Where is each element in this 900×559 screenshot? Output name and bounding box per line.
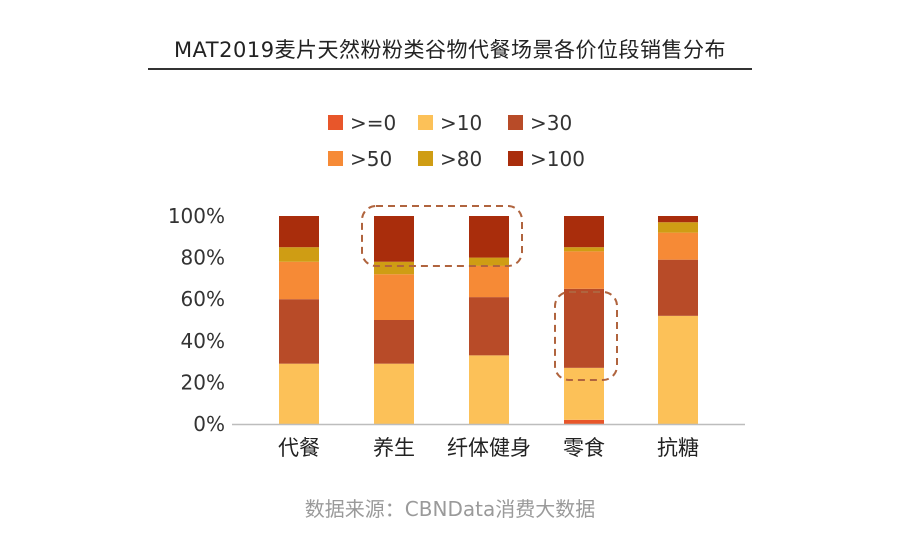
bars	[279, 216, 698, 424]
bar-segment	[658, 259, 698, 316]
bar-segment	[469, 265, 509, 298]
y-tick-label: 60%	[181, 287, 225, 311]
bar-segment	[374, 274, 414, 320]
y-tick-label: 0%	[193, 412, 225, 436]
legend: >=0 >10 >30 >50 >80 >100	[328, 111, 585, 171]
bar-segment	[658, 315, 698, 424]
bar-segment	[374, 216, 414, 262]
legend-swatch	[418, 115, 433, 130]
legend-label: >10	[440, 111, 482, 135]
legend-label: >100	[530, 147, 585, 171]
legend-swatch	[328, 151, 343, 166]
legend-label: >30	[530, 111, 572, 135]
title-underline	[148, 68, 752, 70]
legend-swatch	[508, 115, 523, 130]
legend-label: >80	[440, 147, 482, 171]
bar-segment	[469, 216, 509, 258]
bar-segment	[469, 355, 509, 424]
bar-segment	[374, 363, 414, 424]
y-tick-label: 20%	[181, 370, 225, 394]
bar-segment	[279, 216, 319, 248]
bar-segment	[279, 299, 319, 364]
legend-label: >50	[350, 147, 392, 171]
highlight-boxes	[361, 205, 618, 381]
bar-segment	[658, 216, 698, 223]
y-tick-label: 100%	[168, 204, 225, 228]
x-tick-label: 养生	[373, 436, 415, 460]
legend-swatch	[508, 151, 523, 166]
y-tick-label: 80%	[181, 246, 225, 270]
legend-swatch	[328, 115, 343, 130]
bar-segment	[374, 320, 414, 364]
y-axis: 0% 20% 40% 60% 80% 100%	[168, 204, 225, 436]
bar-segment	[279, 363, 319, 424]
bar-segment	[564, 288, 604, 368]
bar-segment	[564, 216, 604, 248]
bar-segment	[564, 247, 604, 252]
x-tick-label: 零食	[563, 436, 605, 460]
bar-segment	[279, 247, 319, 262]
bar-segment	[279, 261, 319, 300]
x-tick-label: 代餐	[278, 436, 320, 460]
chart-title: MAT2019麦片天然粉粉类谷物代餐场景各价位段销售分布	[173, 38, 727, 62]
x-tick-label: 抗糖	[657, 436, 699, 460]
bar-segment	[564, 419, 604, 424]
bar-segment	[658, 222, 698, 233]
x-axis: 代餐 养生 纤体健身 零食 抗糖	[232, 423, 745, 460]
bar-segment	[469, 257, 509, 266]
bar-segment	[469, 297, 509, 356]
bar-segment	[658, 232, 698, 260]
bar-segment	[564, 367, 604, 420]
bar-segment	[374, 261, 414, 275]
legend-swatch	[418, 151, 433, 166]
highlight-box-top	[361, 205, 523, 267]
legend-label: >=0	[350, 111, 396, 135]
highlight-box-snack	[554, 291, 618, 381]
source-note: 数据来源：CBNData消费大数据	[304, 497, 596, 521]
x-tick-label: 纤体健身	[447, 436, 531, 460]
stacked-bar-chart: >=0 >10 >30 >50 >80 >100 0% 20% 40% 60% 80% 100% 代…	[168, 111, 745, 460]
y-tick-label: 40%	[181, 329, 225, 353]
bar-segment	[564, 251, 604, 289]
